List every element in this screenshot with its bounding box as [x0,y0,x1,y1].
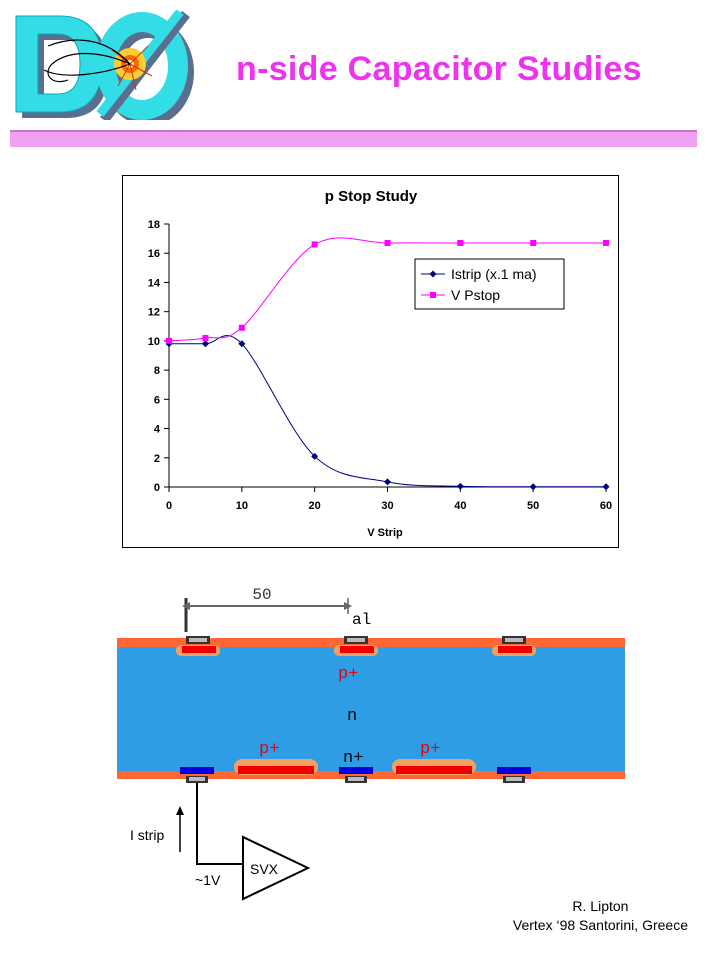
data-point-diamond [238,340,246,348]
series-line-0 [169,335,607,488]
p-plus-label-right: p+ [420,740,440,759]
series-line-1 [168,237,606,342]
n-plus-strip-left [180,767,214,774]
y-tick-label: 8 [154,365,160,377]
x-tick-label: 40 [454,500,466,512]
page-title: n-side Capacitor Studies [236,50,642,88]
y-tick-label: 10 [148,336,160,348]
voltage-label: ~1V [195,872,221,888]
y-tick-label: 4 [154,424,161,436]
y-tick-label: 16 [148,248,160,260]
chart-title: p Stop Study [325,188,418,205]
logo-o-shape [96,12,188,120]
y-tick-label: 6 [154,394,160,406]
chart-frame: p Stop Study V Strip 0 2 4 6 8 10 12 14 16 18 0 10 2… [122,175,619,548]
i-strip-label: I strip [130,827,164,843]
legend-label: Istrip (x.1 ma) [451,266,537,282]
x-tick-label: 30 [381,500,393,512]
sensor-cross-section-diagram: 50 al p+ n p+ n+ p+ SVX ~1V I strip [117,586,625,901]
y-tick-label: 12 [148,307,160,319]
y-tick-label: 14 [148,277,161,289]
credit-block: R. Lipton Vertex ‘98 Santorini, Greece [513,897,688,935]
data-point-square [457,239,464,246]
top-p-strips [176,636,536,656]
y-tick-label: 2 [154,453,160,465]
legend-box [414,258,565,310]
data-point-square [238,324,245,331]
x-tick-label: 20 [309,500,321,512]
data-point-square [384,239,391,246]
pitch-label: 50 [252,586,271,604]
p-stop-chart: p Stop Study V Strip 0 2 4 6 8 10 12 14 16 18 0 10 2… [148,188,612,539]
data-point-square [166,337,172,344]
legend-marker-diamond [429,270,437,278]
p-plus-label-left: p+ [259,740,279,759]
chart-x-axis-label: V Strip [367,527,403,539]
svx-label: SVX [250,861,279,877]
data-point-square [202,334,209,341]
logo-d-shape [15,15,103,113]
data-point-diamond [311,452,319,460]
x-tick-label: 60 [600,500,612,512]
chart-legend: Istrip (x.1 ma) V Pstop [414,258,565,310]
legend-marker-square [430,292,436,298]
bottom-oxide-layer [117,771,625,779]
data-point-diamond [529,483,537,491]
x-tick-label: 0 [166,500,172,512]
data-point-diamond [384,478,391,486]
data-point-square [311,241,318,248]
y-tick-label: 18 [148,219,160,231]
data-point-diamond [456,482,464,490]
y-tick-label: 0 [154,482,160,494]
conference-name: Vertex ‘98 Santorini, Greece [512,917,688,933]
n-plus-strip-right [497,767,531,774]
legend-label: V Pstop [451,287,500,303]
data-point-diamond [201,340,209,348]
x-tick-label: 10 [236,500,248,512]
n-bulk-label: n [347,707,357,726]
title-underline-bar [10,130,697,147]
d0-logo [15,10,194,120]
data-point-square [603,239,609,246]
author-name: R. Lipton [572,898,629,914]
readout-wire [196,783,246,865]
top-oxide-layer [117,638,625,647]
n-bulk [117,647,625,771]
data-point-square [530,239,537,246]
p-plus-label-top: p+ [338,665,358,684]
n-plus-label: n+ [343,749,363,768]
al-label: al [352,611,371,629]
n-plus-strip-center [339,767,373,774]
chart-series-layer [165,237,610,491]
data-point-diamond [602,483,610,491]
x-tick-label: 50 [527,500,539,512]
svx-amplifier-triangle [242,835,311,901]
